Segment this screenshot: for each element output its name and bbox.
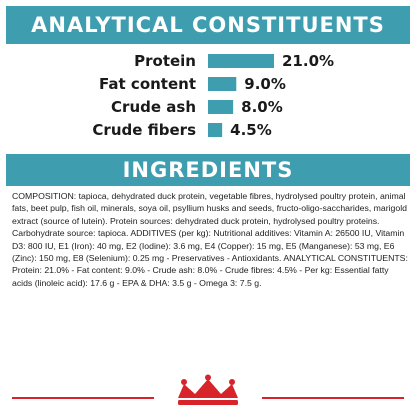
footer-divider-right xyxy=(262,397,404,399)
value-label-crude-fibers: 4.5% xyxy=(230,121,272,139)
analytical-constituents-chart: Protein 21.0% Fat content 9.0% Crude ash 8.0%… xyxy=(92,52,334,139)
category-label-crude-ash: Crude ash xyxy=(111,98,196,116)
analytical-constituents-title: ANALYTICAL CONSTITUENTS xyxy=(31,13,385,37)
footer-divider-left xyxy=(12,397,154,399)
ingredients-title: INGREDIENTS xyxy=(122,158,294,182)
royal-canin-crown-logo-icon xyxy=(178,374,238,405)
bar-fat-content xyxy=(208,77,237,91)
bar-protein xyxy=(208,54,274,68)
category-label-protein: Protein xyxy=(134,52,196,70)
ingredients-body-text: COMPOSITION: tapioca, dehydrated duck pr… xyxy=(12,191,408,288)
category-label-crude-fibers: Crude fibers xyxy=(92,121,196,139)
bar-crude-ash xyxy=(208,100,234,114)
value-label-crude-ash: 8.0% xyxy=(241,98,283,116)
value-label-protein: 21.0% xyxy=(282,52,334,70)
category-label-fat-content: Fat content xyxy=(99,75,196,93)
value-label-fat-content: 9.0% xyxy=(244,75,286,93)
bar-crude-fibers xyxy=(208,123,223,137)
analytical-constituents-banner: ANALYTICAL CONSTITUENTS xyxy=(6,6,410,44)
ingredients-banner: INGREDIENTS xyxy=(6,154,410,186)
